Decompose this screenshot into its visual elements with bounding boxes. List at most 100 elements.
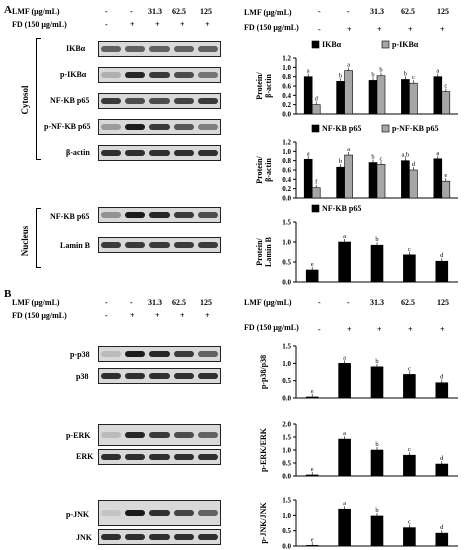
y-tick-label: 0.8 bbox=[282, 73, 291, 81]
y-tick-label: 0.6 bbox=[282, 83, 291, 91]
blot-band bbox=[197, 510, 218, 516]
blot-band bbox=[149, 534, 170, 540]
bar bbox=[338, 241, 351, 283]
legend-label: NF-KB p65 bbox=[322, 124, 361, 133]
lmf-value: 62.5 bbox=[172, 7, 186, 16]
bar bbox=[311, 104, 321, 115]
significance-letter: a bbox=[343, 233, 346, 240]
y-axis-label: β-actin bbox=[264, 158, 273, 182]
y-axis-label: Protein/ bbox=[255, 238, 264, 266]
y-axis-label: β-actin bbox=[264, 74, 273, 98]
western-blot bbox=[98, 93, 221, 109]
lmf-value: 62.5 bbox=[172, 298, 186, 307]
y-tick-label: 1.2 bbox=[282, 55, 291, 63]
bar bbox=[403, 454, 416, 477]
lmf-value: 31.3 bbox=[148, 298, 162, 307]
bar bbox=[435, 463, 449, 477]
blot-band bbox=[101, 98, 122, 104]
significance-letter: b bbox=[375, 358, 378, 365]
y-axis-label: Lamin B bbox=[264, 236, 273, 267]
significance-letter: a bbox=[436, 68, 439, 75]
y-tick-label: 1.5 bbox=[282, 497, 291, 505]
blot-band bbox=[173, 150, 194, 156]
blot-band bbox=[197, 242, 218, 248]
chart-lmf-value: 31.3 bbox=[370, 298, 384, 307]
fd-value: + bbox=[180, 311, 185, 320]
y-tick-label: 1.5 bbox=[282, 343, 291, 351]
blot-band bbox=[101, 242, 122, 248]
lmf-value: 125 bbox=[200, 7, 212, 16]
bar bbox=[305, 474, 319, 477]
chart-lmf-value: - bbox=[347, 298, 350, 307]
fd-value: + bbox=[130, 20, 135, 29]
blot-band bbox=[173, 373, 194, 379]
fd-value: + bbox=[205, 20, 210, 29]
bar bbox=[370, 244, 384, 283]
chart-fd-label: FD (150 μg/mL) bbox=[244, 323, 299, 332]
bar bbox=[305, 269, 319, 283]
chart-fd-value: - bbox=[318, 325, 321, 334]
bar bbox=[370, 449, 384, 477]
bar bbox=[305, 545, 319, 547]
blot-band bbox=[197, 124, 218, 130]
blot-band bbox=[101, 46, 122, 52]
blot-band bbox=[197, 212, 218, 218]
chart-lmf-value: - bbox=[318, 7, 321, 16]
lmf-value: 31.3 bbox=[148, 7, 162, 16]
blot-band bbox=[149, 150, 170, 156]
blot-band bbox=[125, 351, 146, 357]
significance-letter: a bbox=[343, 354, 346, 361]
lmf-value: 125 bbox=[200, 298, 212, 307]
y-tick-label: 0.0 bbox=[282, 473, 291, 481]
bar bbox=[409, 169, 418, 199]
significance-letter: b bbox=[379, 67, 382, 74]
bar bbox=[435, 382, 449, 399]
significance-letter: d bbox=[412, 161, 416, 168]
blot-band bbox=[197, 150, 218, 156]
blot-band bbox=[149, 46, 170, 52]
blot-band bbox=[125, 150, 146, 156]
significance-letter: b bbox=[371, 154, 374, 161]
blot-band bbox=[125, 46, 146, 52]
y-tick-label: 0.0 bbox=[282, 195, 291, 203]
y-tick-label: 0.0 bbox=[282, 395, 291, 403]
blot-band bbox=[125, 373, 146, 379]
blot-label: p-IKBα bbox=[60, 70, 87, 79]
blot-label: ERK bbox=[76, 452, 94, 461]
fd-label: FD (150 μg/mL) bbox=[12, 311, 67, 320]
blot-band bbox=[197, 46, 218, 52]
bar bbox=[368, 162, 378, 199]
chart-lmf-label: LMF (μg/mL) bbox=[244, 8, 292, 17]
bar bbox=[338, 508, 351, 547]
significance-letter: e bbox=[311, 536, 314, 543]
significance-letter: c bbox=[408, 365, 411, 372]
blot-band bbox=[173, 432, 194, 438]
y-axis-label: Protein/ bbox=[255, 156, 264, 184]
blot-band bbox=[197, 373, 218, 379]
significance-letter: a,b bbox=[402, 152, 410, 159]
significance-letter: c bbox=[408, 246, 411, 253]
significance-letter: e bbox=[444, 172, 447, 179]
blot-label: β-actin bbox=[66, 148, 90, 157]
bar bbox=[401, 79, 410, 115]
blot-band bbox=[125, 124, 146, 130]
bar bbox=[403, 254, 416, 283]
significance-letter: b bbox=[375, 507, 378, 514]
significance-letter: a bbox=[347, 146, 350, 153]
blot-label: p-JNK bbox=[66, 510, 90, 519]
western-blot bbox=[98, 449, 221, 465]
blot-band bbox=[101, 150, 122, 156]
blot-band bbox=[149, 124, 170, 130]
y-axis-label: Protein/ bbox=[255, 72, 264, 100]
blot-band bbox=[149, 373, 170, 379]
significance-letter: e bbox=[311, 466, 314, 473]
lmf-label: LMF (μg/mL) bbox=[12, 298, 60, 307]
lmf-value: - bbox=[105, 7, 108, 16]
bar bbox=[433, 158, 443, 199]
y-axis-label: p-JNK/JNK bbox=[259, 502, 268, 544]
blot-band bbox=[173, 534, 194, 540]
blot-band bbox=[101, 454, 122, 460]
blot-band bbox=[101, 351, 122, 357]
panel-letter-a: A bbox=[4, 4, 12, 16]
